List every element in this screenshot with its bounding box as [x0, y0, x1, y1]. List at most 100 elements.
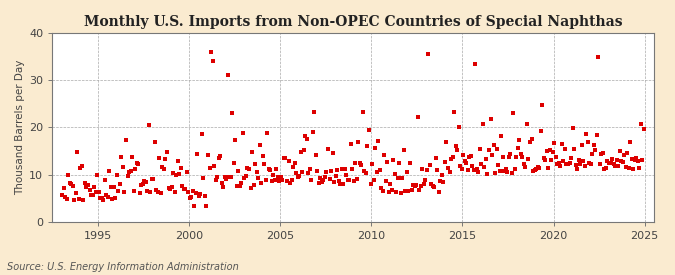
Point: [80, 181, 90, 185]
Point: [244, 167, 254, 172]
Point: [549, 141, 560, 146]
Point: [115, 182, 126, 186]
Point: [93, 189, 104, 194]
Point: [204, 166, 215, 170]
Point: [74, 197, 84, 202]
Point: [379, 153, 389, 157]
Point: [319, 175, 330, 180]
Point: [481, 157, 491, 161]
Point: [259, 162, 269, 167]
Point: [449, 110, 460, 114]
Point: [416, 167, 427, 171]
Point: [595, 162, 605, 167]
Point: [274, 179, 285, 183]
Point: [250, 161, 261, 166]
Point: [201, 204, 212, 208]
Point: [194, 193, 205, 198]
Point: [117, 165, 128, 169]
Point: [444, 170, 455, 174]
Point: [398, 148, 409, 153]
Point: [317, 180, 327, 184]
Point: [354, 161, 365, 165]
Point: [154, 156, 165, 160]
Point: [257, 154, 268, 158]
Point: [309, 110, 320, 115]
Point: [623, 166, 634, 170]
Point: [222, 73, 233, 78]
Point: [408, 183, 418, 187]
Point: [233, 169, 244, 173]
Point: [341, 173, 352, 177]
Point: [188, 188, 198, 193]
Point: [452, 147, 462, 152]
Point: [392, 175, 403, 180]
Point: [437, 173, 448, 177]
Point: [236, 180, 247, 185]
Point: [327, 151, 338, 155]
Point: [547, 150, 558, 154]
Point: [415, 184, 426, 188]
Point: [268, 173, 279, 177]
Point: [510, 166, 520, 171]
Point: [568, 147, 579, 151]
Point: [261, 177, 271, 182]
Point: [353, 140, 364, 144]
Point: [280, 156, 291, 160]
Point: [140, 180, 151, 185]
Point: [165, 187, 176, 191]
Point: [127, 155, 138, 160]
Point: [396, 191, 406, 195]
Point: [265, 167, 275, 172]
Point: [109, 185, 119, 190]
Point: [145, 190, 156, 194]
Point: [269, 177, 280, 182]
Point: [143, 122, 154, 127]
Point: [558, 159, 569, 163]
Point: [195, 191, 206, 196]
Point: [225, 175, 236, 179]
Point: [365, 182, 376, 186]
Point: [130, 166, 140, 171]
Point: [281, 179, 292, 183]
Point: [632, 158, 643, 163]
Point: [148, 177, 159, 181]
Point: [617, 160, 628, 164]
Point: [81, 185, 92, 189]
Point: [493, 163, 504, 167]
Point: [470, 62, 481, 66]
Point: [125, 169, 136, 173]
Point: [511, 155, 522, 159]
Text: Source: U.S. Energy Information Administration: Source: U.S. Energy Information Administ…: [7, 262, 238, 272]
Point: [427, 184, 438, 189]
Point: [99, 177, 110, 182]
Point: [333, 178, 344, 183]
Point: [461, 160, 472, 165]
Point: [543, 166, 554, 170]
Point: [635, 122, 646, 126]
Point: [544, 148, 555, 152]
Point: [494, 169, 505, 174]
Point: [473, 169, 484, 174]
Point: [552, 162, 563, 166]
Point: [596, 152, 607, 157]
Point: [367, 162, 377, 166]
Point: [534, 166, 545, 170]
Point: [110, 196, 121, 200]
Point: [479, 165, 490, 169]
Point: [113, 189, 124, 194]
Point: [57, 192, 68, 197]
Point: [576, 143, 587, 148]
Point: [198, 176, 209, 180]
Point: [389, 172, 400, 176]
Point: [528, 169, 539, 174]
Point: [136, 183, 146, 188]
Point: [92, 173, 103, 177]
Point: [275, 175, 286, 179]
Point: [560, 147, 570, 152]
Point: [325, 169, 336, 174]
Point: [491, 147, 502, 151]
Point: [614, 148, 625, 153]
Point: [254, 143, 265, 147]
Point: [192, 152, 202, 156]
Point: [532, 165, 543, 169]
